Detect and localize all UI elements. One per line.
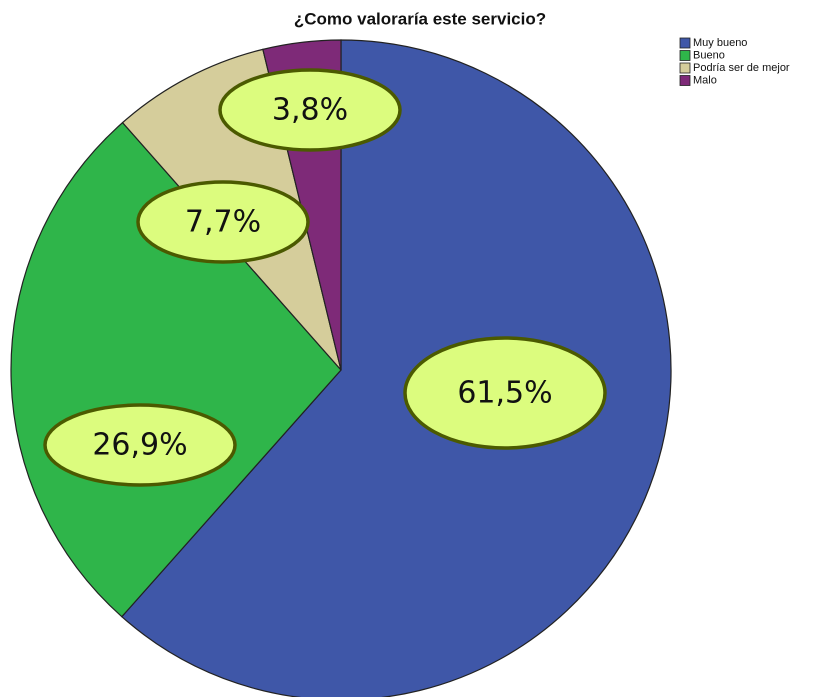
value-label: 26,9% xyxy=(92,428,187,463)
label-bubble xyxy=(136,180,310,264)
legend-label: Bueno xyxy=(693,49,725,61)
label-bubble xyxy=(218,68,402,152)
pie-slice xyxy=(10,121,342,618)
value-label: 7,7% xyxy=(185,205,261,240)
legend-label: Malo xyxy=(693,74,717,86)
label-bubble xyxy=(43,403,237,487)
label-bubble xyxy=(403,336,607,450)
legend-swatch xyxy=(679,62,691,74)
legend-label: Muy bueno xyxy=(693,37,747,49)
chart-title: ¿Como valoraría este servicio? xyxy=(294,9,546,28)
value-label: 61,5% xyxy=(457,376,552,411)
legend-swatch xyxy=(679,50,691,61)
legend-swatch xyxy=(679,75,691,86)
value-label: 3,8% xyxy=(272,93,348,128)
legend-label: Podría ser de mejor xyxy=(693,62,790,74)
legend-swatch xyxy=(679,37,691,49)
